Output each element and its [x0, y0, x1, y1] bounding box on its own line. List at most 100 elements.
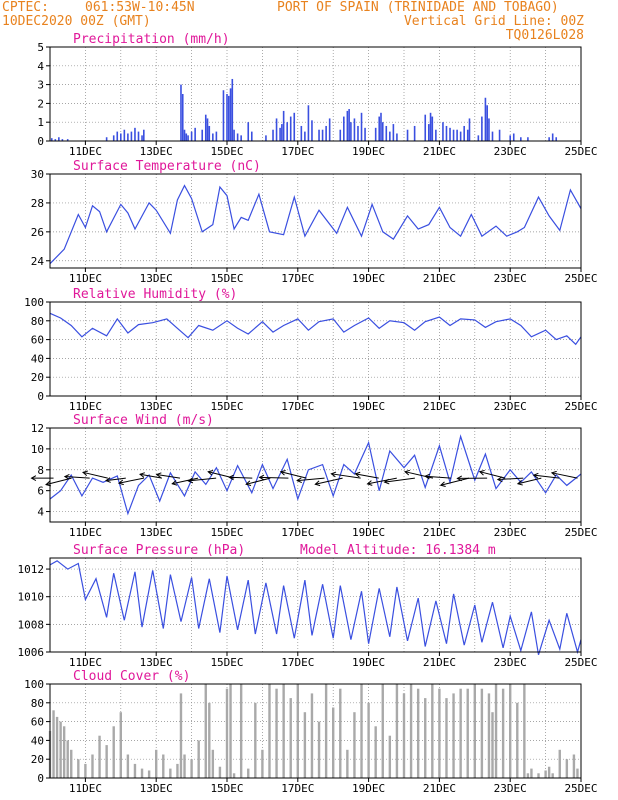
precip-bar: [406, 129, 409, 141]
precip-bar: [328, 118, 331, 141]
rh-x-tick-label: 23DEC: [494, 400, 527, 413]
precip-bar: [380, 112, 382, 141]
cloud-bar: [254, 702, 257, 778]
cloud-bar: [225, 688, 229, 778]
wind-arrowhead: [354, 471, 361, 478]
wind-x-tick-label: 21DEC: [423, 526, 456, 539]
precip-y-tick-label: 0: [37, 135, 44, 148]
pres-y-tick-label: 1008: [18, 618, 45, 631]
panel-frame: [49, 557, 582, 653]
cloud-bar: [133, 763, 137, 778]
cloud-bar: [303, 712, 307, 778]
cloud-bar: [247, 768, 250, 778]
precip-x-tick-label: 23DEC: [494, 145, 527, 158]
precip-bar: [381, 122, 384, 141]
cloud-bar: [91, 754, 94, 778]
panel-frame: [49, 427, 582, 523]
precip-bar: [498, 129, 501, 141]
cloud-bar: [62, 726, 66, 778]
precip-bar: [236, 133, 239, 141]
wind-arrow: [425, 475, 452, 479]
panel-temp: [46, 173, 582, 272]
precip-bar: [50, 138, 53, 141]
wind-y-tick-label: 8: [37, 464, 44, 477]
precip-x-tick-label: 13DEC: [140, 145, 173, 158]
panel-rh: [46, 301, 582, 400]
precip-bar: [392, 124, 395, 141]
cloud-bar: [339, 688, 342, 778]
cloud-y-tick-label: 100: [24, 678, 44, 691]
wind-arrowhead: [314, 480, 321, 487]
precip-bar: [66, 139, 69, 141]
temp-x-tick-label: 25DEC: [564, 272, 597, 285]
wind-arrowhead: [187, 477, 194, 484]
precip-bar: [281, 124, 283, 141]
cloud-bar: [491, 712, 494, 778]
temp-line: [49, 184, 582, 265]
cloud-y-tick-label: 40: [31, 734, 44, 747]
wind-x-tick-label: 23DEC: [494, 526, 527, 539]
cloud-bar: [501, 688, 505, 778]
cloud-bar: [409, 684, 413, 778]
cloud-bar: [395, 684, 399, 778]
wind-y-tick-label: 6: [37, 485, 44, 498]
cloud-bar: [282, 684, 285, 778]
wind-arrow: [367, 477, 397, 485]
wind-arrowhead: [496, 476, 503, 483]
precip-bar: [343, 116, 345, 141]
precip-bar: [463, 125, 465, 141]
cloud-bar: [59, 721, 62, 778]
precip-bar: [282, 110, 285, 141]
cloud-bar: [494, 684, 498, 778]
wind-arrow: [497, 477, 524, 481]
rh-title: Relative Humidity (%): [73, 287, 237, 302]
cloud-bar: [310, 693, 314, 778]
precip-bar: [346, 110, 349, 141]
cloud-bar: [98, 735, 101, 778]
wind-arrow: [551, 472, 578, 479]
wind-arrow: [188, 477, 217, 482]
chart-header: CPTEC: 061:53W-10:45N PORT OF SPAIN (TRI…: [0, 0, 618, 44]
wind-arrow: [156, 474, 181, 479]
precip-bar: [212, 133, 214, 141]
cloud-bar: [547, 766, 551, 778]
cloud-bar: [296, 684, 299, 778]
cloud-bar: [77, 759, 80, 778]
precip-bar: [520, 137, 522, 141]
wind-arrow: [440, 477, 470, 486]
cloud-bar: [169, 768, 172, 778]
precip-bar: [452, 129, 455, 141]
wind-x-tick-label: 19DEC: [352, 526, 385, 539]
rh-y-tick-label: 20: [31, 371, 44, 384]
cloud-title: Cloud Cover (%): [73, 669, 190, 684]
cloud-bar: [197, 740, 200, 778]
wind-line: [49, 434, 582, 516]
temp-y-tick-label: 30: [31, 168, 44, 181]
wind-arrowhead: [279, 470, 286, 476]
precip-bar: [293, 112, 296, 141]
cloud-bar: [176, 763, 179, 778]
temp-x-tick-label: 13DEC: [140, 272, 173, 285]
cloud-bar: [388, 735, 392, 778]
cloud-bar: [261, 749, 264, 778]
cloud-bar: [381, 684, 384, 778]
precip-bar: [272, 129, 274, 141]
wind-arrowhead: [207, 469, 214, 476]
rh-x-tick-label: 17DEC: [281, 400, 314, 413]
precip-bar: [509, 135, 511, 141]
rh-y-tick-label: 40: [31, 352, 44, 365]
cloud-bar: [360, 684, 363, 778]
cloud-bar: [353, 712, 356, 778]
cloud-y-tick-label: 60: [31, 716, 44, 729]
wind-arrow: [355, 473, 379, 479]
precip-bar: [548, 137, 550, 141]
temp-x-tick-label: 23DEC: [494, 272, 527, 285]
precip-bar: [204, 114, 207, 141]
precip-bar: [185, 133, 188, 141]
cloud-x-tick-label: 21DEC: [423, 782, 456, 795]
precip-y-tick-label: 2: [37, 97, 44, 110]
precip-x-tick-label: 15DEC: [210, 145, 243, 158]
precip-bar: [527, 137, 529, 141]
precip-bar: [134, 127, 136, 141]
wind-arrow: [259, 476, 289, 479]
